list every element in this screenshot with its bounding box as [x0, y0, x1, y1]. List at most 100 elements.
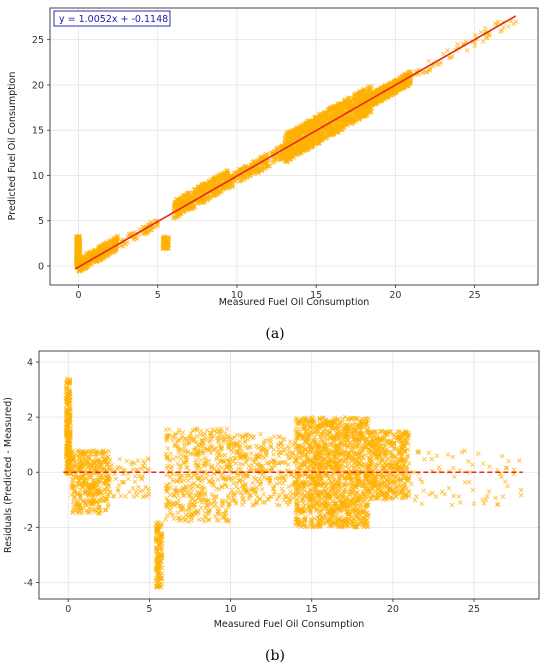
data-point-b	[224, 426, 230, 432]
data-point-b	[176, 427, 182, 433]
data-point-b	[124, 458, 130, 464]
data-point-a	[104, 244, 110, 249]
data-point-b	[198, 457, 203, 463]
data-point-b	[140, 488, 146, 494]
data-point-a	[160, 236, 166, 242]
data-point-a	[271, 157, 276, 162]
data-point-b	[170, 438, 175, 444]
data-point-b	[203, 475, 209, 481]
data-point-b	[167, 426, 172, 432]
data-point-b	[194, 433, 200, 439]
data-point-a	[480, 39, 486, 44]
data-point-a	[183, 196, 189, 202]
data-point-a	[211, 191, 217, 196]
data-point-a	[215, 175, 221, 181]
data-point-a	[421, 69, 426, 75]
data-point-a	[172, 200, 178, 206]
data-point-a	[268, 149, 274, 155]
data-point-a	[94, 259, 99, 264]
data-point-b	[242, 443, 248, 449]
data-point-a	[213, 190, 219, 196]
x-axis-label-a: Measured Fuel Oil Consumption	[219, 297, 370, 308]
scatter-points-b	[63, 376, 524, 590]
data-point-b	[201, 519, 207, 524]
data-point-a	[262, 152, 267, 158]
y-tick-label-a: 25	[32, 35, 44, 46]
data-point-b	[175, 510, 181, 516]
data-point-a	[215, 180, 220, 186]
data-point-b	[215, 477, 221, 482]
data-point-b	[250, 480, 255, 486]
data-point-b	[180, 430, 186, 435]
y-tick-label-a: 10	[32, 171, 44, 182]
data-point-a	[256, 164, 262, 170]
y-tick-label-a: 5	[38, 216, 44, 227]
data-point-b	[113, 476, 119, 482]
data-point-a	[171, 216, 177, 221]
data-point-b	[125, 476, 131, 482]
data-point-b	[200, 477, 205, 483]
data-point-a	[100, 255, 105, 261]
data-point-a	[251, 168, 257, 174]
data-point-a	[155, 223, 161, 228]
data-point-b	[203, 434, 208, 440]
data-point-a	[238, 177, 244, 183]
data-point-a	[478, 29, 484, 35]
data-point-a	[239, 177, 245, 183]
data-point-a	[96, 248, 102, 253]
data-point-a	[202, 188, 208, 194]
data-point-a	[113, 236, 118, 241]
data-point-b	[211, 503, 217, 509]
data-point-a	[211, 182, 217, 188]
data-point-a	[222, 175, 228, 181]
data-point-b	[163, 516, 169, 522]
data-point-b	[171, 516, 177, 522]
data-point-a	[78, 255, 84, 260]
y-tick-label-a: 0	[38, 261, 44, 272]
data-point-a	[185, 193, 191, 199]
data-point-a	[192, 193, 198, 199]
data-point-a	[455, 41, 460, 47]
data-point-a	[199, 184, 204, 190]
x-tick-label-a: 25	[469, 290, 481, 301]
data-point-a	[101, 255, 107, 261]
data-point-a	[204, 197, 210, 203]
panel-label-a: (a)	[265, 326, 284, 342]
data-point-a	[160, 244, 166, 250]
data-point-a	[220, 171, 226, 177]
data-point-a	[228, 174, 233, 179]
data-point-a	[259, 168, 265, 173]
data-point-a	[426, 58, 432, 64]
data-point-a	[171, 203, 177, 208]
data-point-a	[445, 48, 450, 53]
data-point-b	[146, 489, 151, 494]
data-point-a	[83, 265, 89, 271]
data-point-a	[265, 163, 270, 169]
data-point-b	[109, 462, 115, 468]
scatter-points-a	[73, 18, 519, 274]
data-point-a	[259, 154, 265, 160]
data-point-b	[198, 428, 204, 434]
data-point-a	[464, 48, 470, 53]
data-point-a	[505, 23, 511, 29]
x-tick-label-a: 5	[155, 290, 161, 301]
data-point-b	[175, 461, 180, 467]
data-point-a	[251, 159, 257, 165]
data-point-a	[278, 144, 283, 150]
data-point-a	[151, 225, 157, 230]
data-point-a	[208, 194, 213, 200]
data-point-a	[267, 157, 273, 163]
x-tick-label-a: 0	[75, 290, 81, 301]
data-point-b	[287, 439, 293, 444]
data-point-b	[132, 479, 138, 485]
data-point-a	[236, 166, 242, 172]
data-point-a	[243, 164, 248, 170]
data-point-b	[164, 513, 170, 518]
data-point-b	[127, 489, 132, 495]
data-point-a	[441, 51, 447, 57]
data-point-a	[77, 258, 83, 264]
data-point-b	[196, 517, 202, 523]
data-point-a	[273, 155, 279, 160]
data-point-a	[126, 232, 132, 237]
